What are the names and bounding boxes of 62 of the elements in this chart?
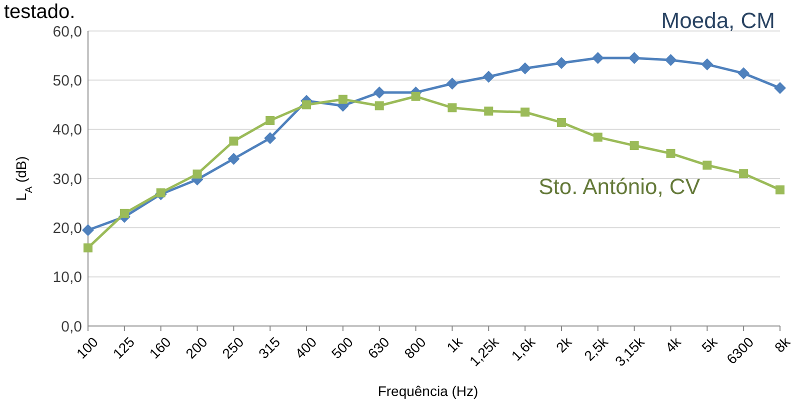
x-tick-label: 125 [110, 334, 138, 362]
x-tick-label: 4k [662, 333, 684, 356]
point [776, 185, 784, 194]
x-tick-label: 100 [73, 334, 102, 362]
point [338, 94, 348, 104]
point [266, 116, 275, 125]
point [556, 118, 566, 127]
x-tick-label: 2k [552, 333, 576, 356]
x-tick-label: 1,6k [508, 333, 539, 364]
x-tick-label: 1k [443, 333, 466, 356]
point [156, 188, 166, 198]
point [192, 170, 202, 179]
point [702, 160, 712, 170]
x-tick-label: 500 [328, 334, 356, 362]
y-tick-label: 40,0 [52, 122, 82, 139]
point [446, 78, 458, 90]
series-label: Moeda, CM [661, 8, 775, 33]
point [228, 152, 240, 165]
y-tick-label: 20,0 [52, 220, 82, 237]
point [555, 56, 568, 69]
point [84, 243, 92, 252]
point [630, 141, 639, 150]
point [264, 132, 276, 144]
series-label: Sto. António, CV [538, 174, 700, 199]
point [774, 82, 786, 94]
x-tick-label: 2,5k [580, 333, 612, 364]
x-axis-title: Frequência (Hz) [378, 383, 478, 399]
point [82, 224, 94, 236]
point [411, 92, 420, 101]
point [373, 86, 386, 98]
x-tick-label: 8k [771, 333, 794, 356]
y-tick-label: 50,0 [52, 72, 82, 90]
point [482, 70, 495, 83]
point [666, 148, 676, 158]
point [374, 101, 384, 110]
x-tick-label: 630 [364, 334, 393, 362]
x-tick-label: 160 [146, 334, 174, 362]
y-tick-label: 0,0 [61, 318, 82, 336]
y-tick-label: 30,0 [52, 170, 82, 188]
point [484, 106, 494, 116]
x-tick-label: 200 [182, 334, 210, 362]
point [592, 52, 604, 64]
point [448, 103, 457, 112]
point [628, 52, 640, 64]
point [593, 132, 602, 142]
x-tick-label: 250 [218, 334, 247, 362]
point [701, 58, 714, 70]
y-tick-label: 10,0 [52, 269, 82, 286]
point [302, 100, 312, 110]
point [738, 67, 750, 80]
point [120, 208, 129, 218]
y-tick-label: 60,0 [52, 23, 82, 40]
point [739, 169, 748, 178]
point [520, 108, 530, 117]
x-tick-label: 315 [255, 334, 284, 362]
point [519, 62, 532, 74]
x-tick-label: 400 [292, 334, 320, 362]
x-tick-label: 5k [698, 333, 721, 356]
point [229, 136, 238, 146]
text: testado. [4, 1, 76, 23]
x-tick-label: 800 [401, 334, 429, 362]
point [664, 54, 677, 66]
